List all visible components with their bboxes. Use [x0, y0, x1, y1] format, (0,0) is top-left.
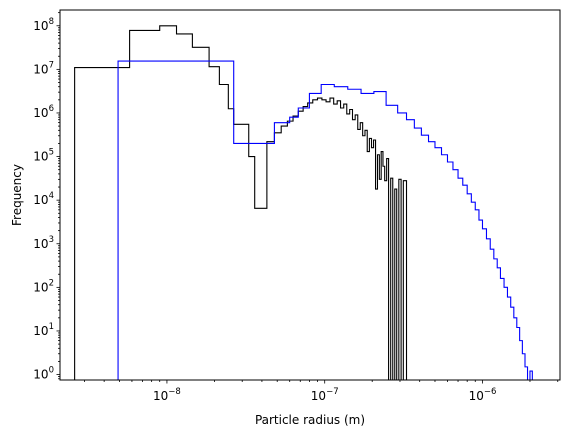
y-tick-label: 101 — [33, 322, 54, 338]
histogram-series-2 — [117, 60, 539, 380]
x-tick-label: 10−7 — [311, 387, 339, 403]
x-tick-label: 10−8 — [153, 387, 181, 403]
y-axis-label: Frequency — [10, 164, 24, 226]
y-tick-label: 102 — [33, 278, 54, 294]
tick-layer: 10−8 10−7 10−6 100 101 102 103 104 105 106 107 108 — [33, 12, 559, 403]
histogram-series-1 — [74, 25, 408, 380]
x-tick-label: 10−6 — [469, 387, 497, 403]
y-tick-label: 108 — [33, 17, 54, 33]
plot-frame — [59, 9, 561, 381]
y-tick-label: 103 — [33, 235, 54, 251]
y-tick-label: 106 — [33, 104, 54, 120]
y-tick-label: 100 — [33, 366, 54, 382]
x-axis-label: Particle radius (m) — [255, 413, 365, 427]
series-layer — [74, 25, 539, 380]
y-tick-label: 104 — [33, 191, 54, 207]
y-tick-label: 105 — [33, 148, 54, 164]
y-tick-label: 107 — [33, 60, 54, 76]
